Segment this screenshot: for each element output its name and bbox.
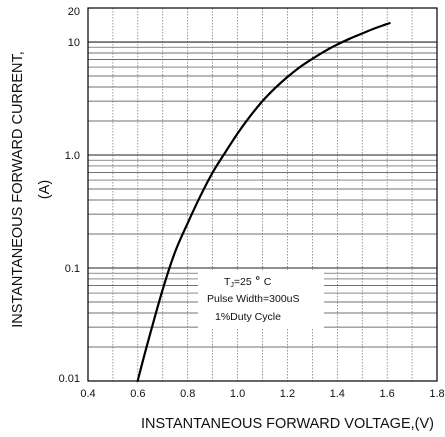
annotation-junction-temp: TJ=25 C <box>224 276 272 289</box>
plot-frame <box>87 7 438 382</box>
y-tick-label-1: 0.1 <box>65 263 80 275</box>
y-axis-title-line1: INSTANTANEOUS FORWARD CURRENT, <box>10 51 26 328</box>
x-tick-label-5: 1.4 <box>330 388 345 400</box>
x-tick-label-6: 1.6 <box>379 388 394 400</box>
x-tick-label-0: 0.4 <box>80 388 95 400</box>
x-tick-label-4: 1.2 <box>280 388 295 400</box>
annotation-pulse-width: Pulse Width=300uS <box>207 293 300 305</box>
x-axis-title: INSTANTANEOUS FORWARD VOLTAGE,(V) <box>141 416 434 432</box>
x-tick-label-2: 0.8 <box>180 388 195 400</box>
x-tick-label-7: 1.8 <box>429 388 444 400</box>
annotation-background <box>198 270 324 328</box>
x-tick-labels: 0.4 0.6 0.8 1.0 1.2 1.4 1.6 1.8 <box>80 388 444 400</box>
annotation-duty-cycle: 1%Duty Cycle <box>215 311 281 323</box>
y-tick-label-3: 10 <box>68 37 80 49</box>
forward-current-curve <box>136 22 391 383</box>
test-conditions-annotation: TJ=25 C Pulse Width=300uS 1%Duty Cycle <box>198 270 324 328</box>
degree-symbol <box>255 276 260 280</box>
x-tick-label-3: 1.0 <box>230 388 245 400</box>
y-tick-label-4: 20 <box>68 6 80 18</box>
y-tick-labels: 0.01 0.1 1.0 10 20 <box>59 6 80 385</box>
y-tick-label-2: 1.0 <box>65 150 80 162</box>
grid-lines <box>88 8 437 381</box>
y-axis-title-line2: (A) <box>37 180 53 199</box>
y-tick-label-0: 0.01 <box>59 373 80 385</box>
x-tick-label-1: 0.6 <box>130 388 145 400</box>
